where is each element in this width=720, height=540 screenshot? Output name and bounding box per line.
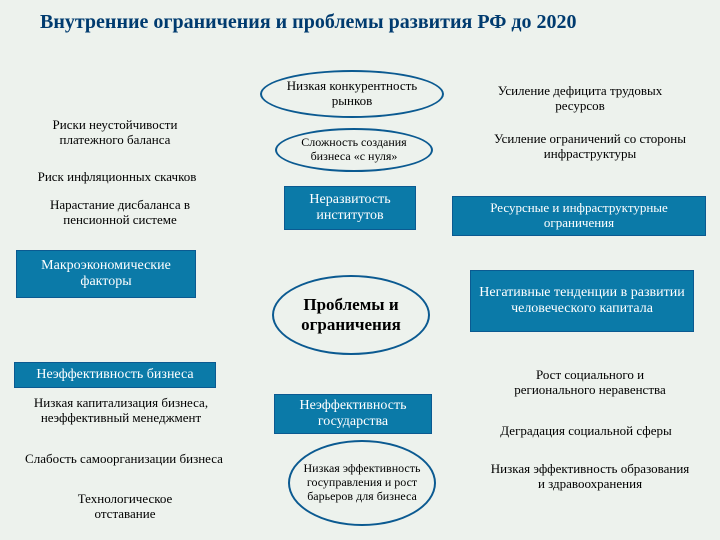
plain-r5: Низкая эффективность образования и здрав… — [490, 462, 690, 492]
plain-l6: Технологическое отставание — [50, 492, 200, 522]
plain-r4: Деградация социальной сферы — [496, 424, 676, 439]
rect-human: Негативные тенденции в развитии человече… — [470, 270, 694, 332]
plain-r3: Рост социального и регионального неравен… — [500, 368, 680, 398]
oval-sub1: Сложность создания бизнеса «с нуля» — [275, 128, 433, 172]
rect-govt: Неэффективность государства — [274, 394, 432, 434]
rect-biz: Неэффективность бизнеса — [14, 362, 216, 388]
rect-inst: Неразвитость институтов — [284, 186, 416, 230]
plain-l1: Риски неустойчивости платежного баланса — [20, 118, 210, 148]
plain-r1: Усиление дефицита трудовых ресурсов — [490, 84, 670, 114]
rect-res: Ресурсные и инфраструктурные ограничения — [452, 196, 706, 236]
plain-l4: Низкая капитализация бизнеса, неэффектив… — [24, 396, 218, 426]
plain-l5: Слабость самоорганизации бизнеса — [24, 452, 224, 467]
plain-r2: Усиление ограничений со стороны инфрастр… — [480, 132, 700, 162]
oval-center: Проблемы и ограничения — [272, 275, 430, 355]
rect-macro: Макроэкономические факторы — [16, 250, 196, 298]
oval-bottom: Низкая эффективность госуправления и рос… — [288, 440, 436, 526]
page-title: Внутренние ограничения и проблемы развит… — [40, 10, 680, 35]
oval-top: Низкая конкурентность рынков — [260, 70, 444, 118]
plain-l3: Нарастание дисбаланса в пенсионной систе… — [20, 198, 220, 228]
plain-l2: Риск инфляционных скачков — [12, 170, 222, 185]
